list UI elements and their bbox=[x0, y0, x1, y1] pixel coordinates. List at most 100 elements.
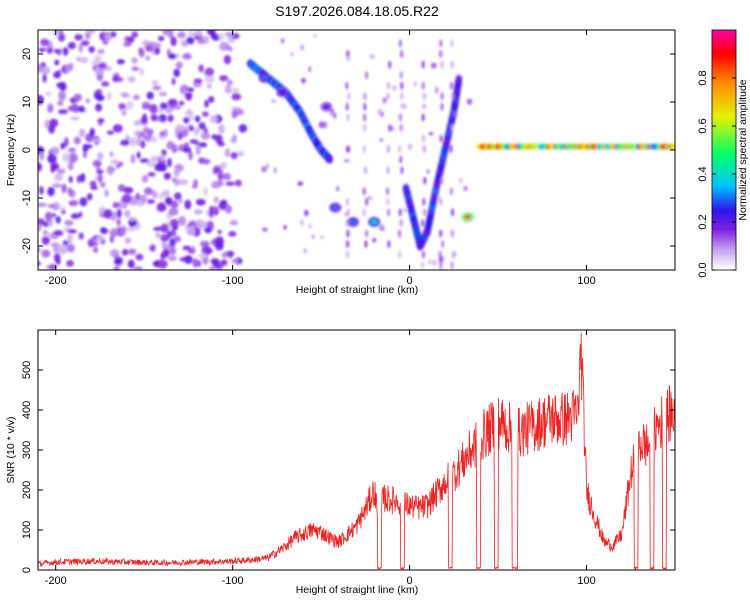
streak-speckle bbox=[421, 134, 426, 143]
noise-speckle bbox=[195, 198, 206, 206]
noise-speckle bbox=[123, 41, 132, 47]
v-track-segment bbox=[455, 74, 463, 84]
colorbar-gradient bbox=[711, 29, 737, 271]
streak-speckle bbox=[387, 240, 391, 249]
noise-speckle bbox=[198, 142, 208, 148]
signal-speckle bbox=[369, 54, 375, 59]
noise-speckle bbox=[199, 240, 210, 247]
noise-speckle bbox=[109, 228, 118, 238]
noise-speckle bbox=[109, 249, 120, 258]
noise-speckle bbox=[225, 45, 231, 50]
noise-speckle bbox=[183, 142, 190, 149]
noise-speckle bbox=[74, 34, 83, 41]
streak-speckle bbox=[365, 229, 369, 238]
signal-speckle bbox=[437, 196, 441, 202]
noise-speckle bbox=[198, 64, 204, 73]
noise-speckle bbox=[40, 66, 50, 75]
noise-speckle bbox=[47, 186, 55, 197]
noise-speckle bbox=[209, 115, 218, 123]
noise-speckle bbox=[40, 62, 47, 68]
colorbar-tick-label: 0.0 bbox=[697, 262, 709, 277]
noise-speckle bbox=[106, 130, 115, 135]
noise-speckle bbox=[118, 257, 123, 265]
noise-speckle bbox=[67, 153, 78, 163]
x-tick-label: 0 bbox=[407, 275, 413, 287]
noise-speckle bbox=[179, 84, 188, 95]
noise-speckle bbox=[45, 211, 53, 222]
noise-speckle bbox=[50, 146, 60, 156]
noise-speckle bbox=[146, 41, 157, 46]
streak-speckle bbox=[397, 229, 402, 238]
signal-speckle bbox=[281, 38, 285, 44]
signal-speckle bbox=[318, 121, 325, 129]
noise-speckle bbox=[124, 209, 131, 218]
noise-speckle bbox=[128, 216, 137, 222]
streak-speckle bbox=[421, 219, 425, 227]
noise-speckle bbox=[160, 234, 169, 242]
signal-speckle bbox=[366, 196, 373, 200]
noise-speckle bbox=[193, 209, 204, 215]
noise-speckle bbox=[172, 105, 182, 110]
noise-speckle bbox=[183, 117, 190, 124]
noise-speckle bbox=[57, 109, 68, 115]
noise-speckle bbox=[167, 158, 172, 168]
x-tick-label: 0 bbox=[407, 575, 413, 587]
noise-speckle bbox=[123, 186, 134, 194]
noise-speckle bbox=[208, 205, 214, 215]
signal-speckle bbox=[307, 224, 313, 229]
noise-speckle bbox=[100, 227, 107, 234]
noise-speckle bbox=[51, 201, 61, 211]
noise-speckle bbox=[231, 93, 242, 101]
y-tick-label: 400 bbox=[21, 401, 33, 419]
streak-speckle bbox=[450, 261, 454, 270]
noise-speckle bbox=[219, 75, 229, 82]
noise-speckle bbox=[169, 246, 177, 255]
signal-speckle bbox=[304, 209, 309, 217]
signal-speckle bbox=[300, 44, 304, 51]
noise-speckle bbox=[224, 204, 233, 214]
signal-speckle bbox=[453, 251, 457, 258]
noise-speckle bbox=[62, 152, 71, 162]
streak-speckle bbox=[346, 240, 350, 249]
streak-speckle bbox=[398, 145, 402, 153]
noise-speckle bbox=[93, 55, 102, 62]
noise-speckle bbox=[209, 266, 216, 270]
noise-speckle bbox=[121, 111, 127, 116]
noise-speckle bbox=[167, 255, 177, 261]
noise-speckle bbox=[231, 258, 239, 264]
noise-speckle bbox=[151, 80, 159, 85]
signal-speckle bbox=[426, 169, 430, 174]
y-tick-label: -10 bbox=[21, 190, 33, 206]
noise-speckle bbox=[143, 134, 153, 142]
noise-speckle bbox=[97, 49, 105, 55]
noise-speckle bbox=[141, 104, 152, 110]
noise-speckle bbox=[38, 223, 42, 232]
streak-speckle bbox=[439, 50, 443, 58]
y-tick-label: 10 bbox=[21, 96, 33, 108]
signal-speckle bbox=[428, 131, 434, 136]
noise-speckle bbox=[193, 78, 203, 84]
streak-speckle bbox=[345, 197, 349, 206]
signal-speckle bbox=[392, 85, 397, 91]
blob-1 bbox=[261, 75, 268, 81]
spectrogram-x-label: Height of straight line (km) bbox=[296, 284, 419, 296]
signal-speckle bbox=[344, 212, 349, 216]
streak-speckle bbox=[398, 208, 402, 217]
noise-speckle bbox=[135, 253, 144, 261]
noise-speckle bbox=[78, 43, 83, 53]
noise-speckle bbox=[177, 216, 187, 226]
noise-speckle bbox=[56, 168, 66, 175]
noise-speckle bbox=[78, 232, 84, 240]
noise-speckle bbox=[152, 85, 162, 91]
noise-speckle bbox=[175, 52, 180, 60]
noise-speckle bbox=[41, 249, 51, 258]
streak-speckle bbox=[421, 261, 425, 270]
noise-speckle bbox=[146, 128, 154, 135]
noise-speckle bbox=[78, 105, 86, 113]
signal-speckle bbox=[308, 65, 312, 73]
noise-speckle bbox=[82, 143, 89, 153]
noise-speckle bbox=[116, 208, 122, 218]
streak-speckle bbox=[450, 81, 454, 90]
streak-speckle bbox=[345, 250, 350, 259]
y-tick-label: 0 bbox=[21, 567, 33, 573]
